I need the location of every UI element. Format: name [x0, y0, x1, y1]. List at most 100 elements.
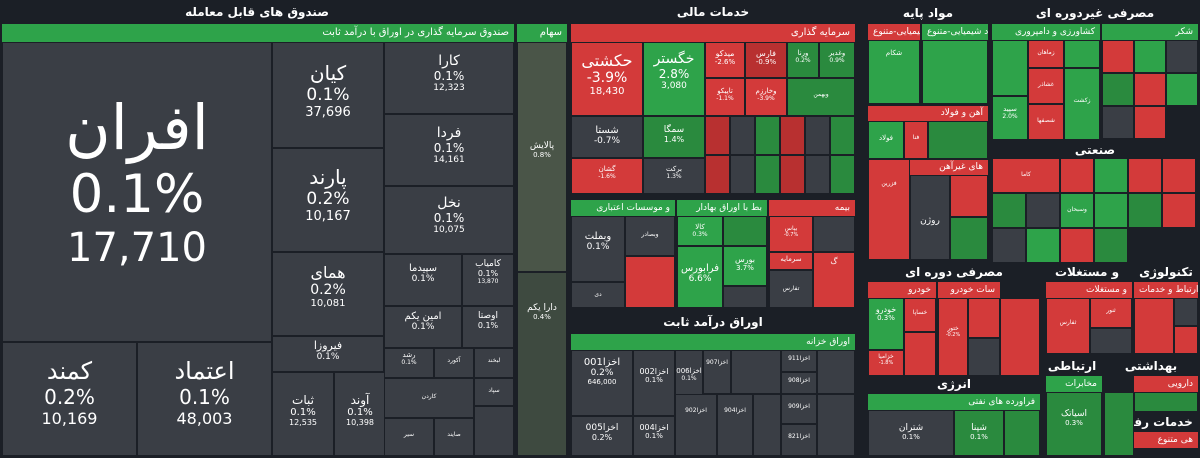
auto-tile[interactable]: ختور -0.2%	[938, 298, 968, 376]
fund-tile[interactable]: سیر	[384, 418, 434, 456]
ind-tile[interactable]	[992, 193, 1026, 228]
fin-tile[interactable]: تاپیکو -1.1%	[705, 78, 745, 116]
bond-tile[interactable]: اخزا001 0.2% 646,000	[571, 350, 633, 416]
fund-tile[interactable]: لبخند	[474, 348, 514, 378]
fund-tile[interactable]: نخل 0.1% 10,075	[384, 186, 514, 254]
auto-tile[interactable]	[1000, 298, 1040, 376]
bond-tile[interactable]: اخزا909	[781, 394, 817, 424]
cons-small-tile[interactable]	[1102, 73, 1134, 106]
cons-small-tile[interactable]	[1102, 106, 1134, 139]
fin-tile[interactable]: وغدیر 0.9%	[819, 42, 855, 78]
fin-small-tile[interactable]	[705, 155, 730, 194]
basic-tile[interactable]: روژن	[910, 175, 950, 260]
fund-tile[interactable]: ثبات 0.1% 12,535	[272, 372, 334, 456]
fin-tile[interactable]: حکشتی -3.9% 18,430	[571, 42, 643, 116]
auto-tile[interactable]	[968, 298, 1000, 338]
fin-small-tile[interactable]	[730, 155, 755, 194]
ind-tile[interactable]	[1094, 158, 1128, 193]
fund-tile[interactable]: سپاد	[474, 378, 514, 406]
fin-small-tile[interactable]	[730, 116, 755, 155]
insurance-header[interactable]: بیمه	[769, 200, 855, 216]
energy-tile[interactable]: شپنا 0.1%	[954, 410, 1004, 456]
fund-tile[interactable]: اعتماد 0.1% 48,003	[137, 342, 272, 456]
bond-tile[interactable]	[731, 350, 781, 394]
fin-tile[interactable]: شستا -0.7%	[571, 116, 643, 158]
auto-tile[interactable]: خودرو 0.3%	[868, 298, 904, 350]
tech-services-header[interactable]: ارتباط و خدمات	[1134, 282, 1198, 298]
bond-tile[interactable]: اخزا005 0.2%	[571, 416, 633, 456]
fund-tile[interactable]: آکورد	[434, 348, 474, 378]
bond-tile[interactable]: اخزا002 0.1%	[633, 350, 675, 416]
auto-tile[interactable]	[904, 332, 936, 376]
re-tile[interactable]: ثفارس	[1046, 298, 1090, 354]
auto-header[interactable]: خودرو	[868, 282, 936, 298]
telecom-tile[interactable]: اسیاتک 0.3%	[1046, 392, 1102, 456]
fin-small-tile[interactable]	[830, 116, 855, 155]
basic-tile[interactable]: شکام	[868, 40, 920, 104]
fin-tile[interactable]: ورنا 0.2%	[787, 42, 819, 78]
ind-tile[interactable]	[1128, 158, 1162, 193]
cons-tile[interactable]	[992, 40, 1028, 96]
fund-tile[interactable]: پارند 0.2% 10,167	[272, 148, 384, 252]
cons-tile[interactable]: غشاذر	[1028, 68, 1064, 104]
fin-tile[interactable]: وخارزم -3.9%	[745, 78, 787, 116]
fund-tile[interactable]: سپیدما 0.1%	[384, 254, 462, 306]
fin-small-tile[interactable]	[780, 116, 805, 155]
bond-tile[interactable]: اخزا821	[781, 424, 817, 456]
exchange-tile[interactable]	[723, 286, 767, 308]
bank-tile[interactable]: وبملت 0.1%	[571, 216, 625, 282]
fin-tile[interactable]: سمگا 1.4%	[643, 116, 705, 158]
basic-tile[interactable]	[950, 175, 988, 217]
stock-tile[interactable]: دارا یکم 0.4%	[517, 272, 567, 456]
fin-tile[interactable]: خگستر 2.8% 3,080	[643, 42, 705, 116]
fund-tile[interactable]: اوصتا 0.1%	[462, 306, 514, 348]
funds-subgroup-header[interactable]: صندوق سرمایه گذاری در اوراق با درآمد ثاب…	[2, 24, 514, 42]
cons-tile[interactable]: زکشت	[1064, 68, 1100, 140]
telecom-header[interactable]: مخابرات	[1046, 376, 1102, 392]
health-tile[interactable]	[1134, 392, 1198, 412]
bond-tile[interactable]	[817, 394, 855, 456]
fin-tile[interactable]: گشان -1.6%	[571, 158, 643, 194]
fund-tile[interactable]: افران 0.1% 17,710	[2, 42, 272, 342]
ind-tile[interactable]	[1094, 228, 1128, 262]
bond-tile[interactable]: اخزا902	[675, 394, 717, 456]
re-tile[interactable]	[1090, 328, 1132, 354]
exchange-tile[interactable]: بورس 3.7%	[723, 246, 767, 286]
cons-small-tile[interactable]	[1134, 40, 1166, 73]
basic-tile[interactable]	[950, 217, 988, 260]
chem2-header[interactable]: مواد شیمیایی-متنوع	[922, 24, 988, 40]
agri-header[interactable]: کشاورزی و دامپروری	[992, 24, 1100, 40]
fin-tile[interactable]: میدکو -2.6%	[705, 42, 745, 78]
fund-tile[interactable]: کاردن	[384, 378, 474, 418]
bond-tile[interactable]	[753, 394, 781, 456]
energy-tile[interactable]	[1004, 410, 1040, 456]
bank-tile[interactable]: وبصادر	[625, 216, 675, 256]
cons-tile[interactable]: سپید 2.0%	[992, 96, 1028, 140]
fund-tile[interactable]: رشد 0.1%	[384, 348, 434, 378]
fin-small-tile[interactable]	[780, 155, 805, 194]
health-header[interactable]: دارویی	[1134, 376, 1198, 392]
insurance-tile[interactable]	[813, 216, 855, 252]
cons-small-tile[interactable]	[1134, 73, 1166, 106]
insurance-tile[interactable]: بپاس -0.7%	[769, 216, 813, 252]
basic-tile[interactable]: فولاد	[868, 121, 904, 159]
fund-tile[interactable]: صایند	[434, 418, 474, 456]
fund-tile[interactable]: آوند 0.1% 10,398	[334, 372, 386, 456]
bank-tile[interactable]: دی	[571, 282, 625, 308]
fund-tile[interactable]: کارا 0.1% 12,323	[384, 42, 514, 114]
welfare-header[interactable]: هی متنوع	[1134, 432, 1198, 448]
fund-tile[interactable]: کامیاب 0.1% 13,870	[462, 254, 514, 306]
fin-small-tile[interactable]	[705, 116, 730, 155]
fund-tile[interactable]: فردا 0.1% 14,161	[384, 114, 514, 186]
bond-tile[interactable]: اخزا908	[781, 372, 817, 394]
welfare-tile[interactable]	[1104, 392, 1134, 456]
ind-tile[interactable]	[1128, 193, 1162, 228]
realestate-header[interactable]: و مستغلات	[1046, 282, 1132, 298]
auto-tile[interactable]	[968, 338, 1000, 376]
fin-tile[interactable]: وبهمن	[787, 78, 855, 116]
re-tile[interactable]: ثنور	[1090, 298, 1132, 328]
exchange-tile[interactable]	[723, 216, 767, 246]
insurance-tile[interactable]: سرمایه	[769, 252, 813, 270]
cons-small-tile[interactable]	[1166, 73, 1198, 106]
fin-tile[interactable]: برکت 1.3%	[643, 158, 705, 194]
